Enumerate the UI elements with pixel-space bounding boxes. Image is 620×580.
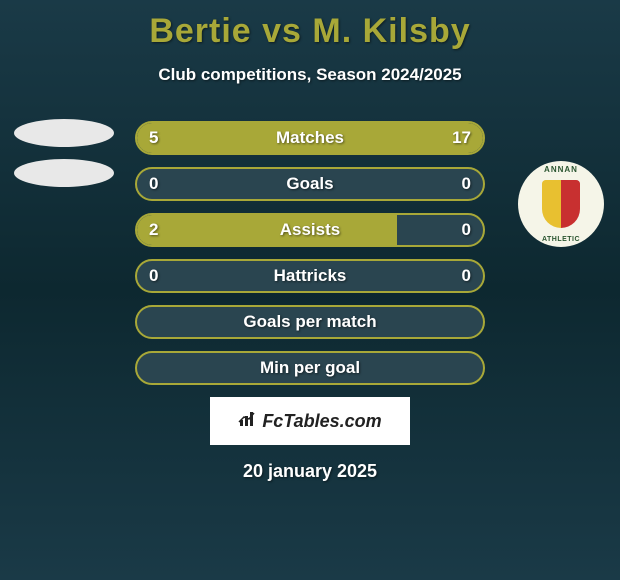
page-subtitle: Club competitions, Season 2024/2025 <box>0 65 620 85</box>
stat-value-right: 0 <box>462 220 471 240</box>
comparison-content: ANNAN ATHLETIC 5Matches170Goals02Assists… <box>0 121 620 385</box>
stat-label: Hattricks <box>137 266 483 286</box>
stat-label: Goals per match <box>137 312 483 332</box>
stat-value-right: 0 <box>462 174 471 194</box>
stat-label: Min per goal <box>137 358 483 378</box>
club-crest: ANNAN ATHLETIC <box>518 161 604 247</box>
stat-value-left: 5 <box>149 128 158 148</box>
placeholder-ellipse <box>14 119 114 147</box>
stat-bars: 5Matches170Goals02Assists00Hattricks0Goa… <box>135 121 485 385</box>
stat-value-left: 0 <box>149 174 158 194</box>
placeholder-ellipse <box>14 159 114 187</box>
stat-value-left: 2 <box>149 220 158 240</box>
stat-row: 5Matches17 <box>135 121 485 155</box>
stat-value-left: 0 <box>149 266 158 286</box>
chart-icon <box>238 410 258 433</box>
stat-value-right: 17 <box>452 128 471 148</box>
brand-logo: FcTables.com <box>210 397 410 445</box>
stat-label: Goals <box>137 174 483 194</box>
crest-top-text: ANNAN <box>518 165 604 174</box>
page-title: Bertie vs M. Kilsby <box>0 0 620 51</box>
stat-row: Min per goal <box>135 351 485 385</box>
player-right-badge: ANNAN ATHLETIC <box>518 161 606 249</box>
brand-text: FcTables.com <box>262 411 381 432</box>
stat-value-right: 0 <box>462 266 471 286</box>
stat-row: 0Goals0 <box>135 167 485 201</box>
stat-row: 2Assists0 <box>135 213 485 247</box>
stat-row: 0Hattricks0 <box>135 259 485 293</box>
stat-label: Assists <box>137 220 483 240</box>
stat-row: Goals per match <box>135 305 485 339</box>
player-left-badge <box>14 107 102 195</box>
stat-label: Matches <box>137 128 483 148</box>
crest-bottom-text: ATHLETIC <box>518 236 604 243</box>
crest-shield-icon <box>542 180 580 228</box>
footer-date: 20 january 2025 <box>0 461 620 482</box>
